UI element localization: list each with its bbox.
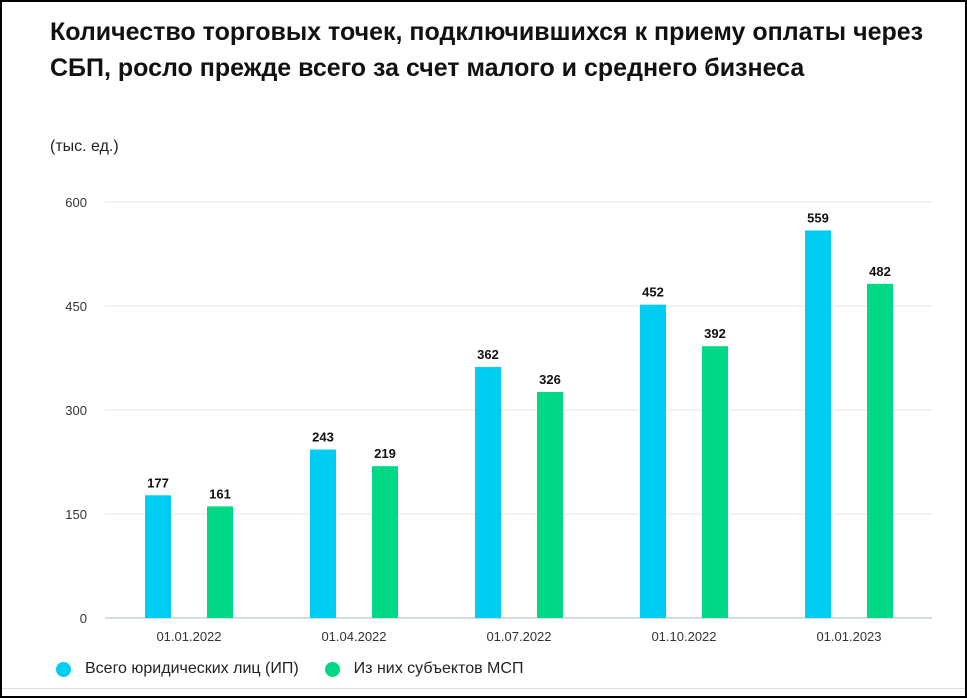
legend-label-total: Всего юридических лиц (ИП) — [85, 660, 299, 677]
y-tick-label: 300 — [65, 403, 87, 418]
bar — [702, 346, 728, 618]
legend-swatch-total — [56, 661, 71, 677]
x-tick-label: 01.04.2022 — [321, 629, 386, 644]
legend-item-total: Всего юридических лиц (ИП) — [56, 660, 299, 678]
legend-item-msp: Из них субъектов МСП — [324, 660, 524, 678]
bar — [867, 283, 893, 618]
data-label: 392 — [704, 326, 726, 341]
legend-swatch-msp — [324, 661, 340, 677]
y-tick-label: 150 — [65, 507, 87, 522]
chart-title: Количество торговых точек, подключившихс… — [50, 18, 924, 82]
x-tick-label: 01.10.2022 — [651, 629, 716, 644]
data-label: 559 — [807, 210, 829, 225]
data-label: 482 — [869, 264, 891, 279]
legend: Всего юридических лиц (ИП) Из них субъек… — [56, 660, 549, 678]
bar — [310, 449, 336, 618]
bar — [537, 391, 563, 618]
y-tick-label: 600 — [65, 195, 87, 210]
legend-label-msp: Из них субъектов МСП — [353, 660, 524, 677]
x-tick-label: 01.07.2022 — [486, 629, 551, 644]
bar — [805, 230, 831, 618]
chart-unit: (тыс. ед.) — [50, 138, 119, 155]
x-tick-label: 01.01.2023 — [816, 629, 881, 644]
data-label: 177 — [147, 475, 169, 490]
data-label: 219 — [374, 446, 396, 461]
data-label: 362 — [477, 347, 499, 362]
y-tick-label: 450 — [65, 299, 87, 314]
bar — [475, 367, 501, 618]
bar — [372, 466, 398, 618]
x-tick-label: 01.01.2022 — [156, 629, 221, 644]
y-tick-label: 0 — [80, 611, 87, 626]
data-label: 326 — [539, 372, 561, 387]
bar — [207, 506, 233, 618]
data-label: 161 — [209, 486, 231, 501]
bottom-divider — [2, 688, 965, 689]
data-label: 243 — [312, 430, 334, 445]
bar — [145, 495, 171, 618]
bar — [640, 304, 666, 618]
data-label: 452 — [642, 285, 664, 300]
